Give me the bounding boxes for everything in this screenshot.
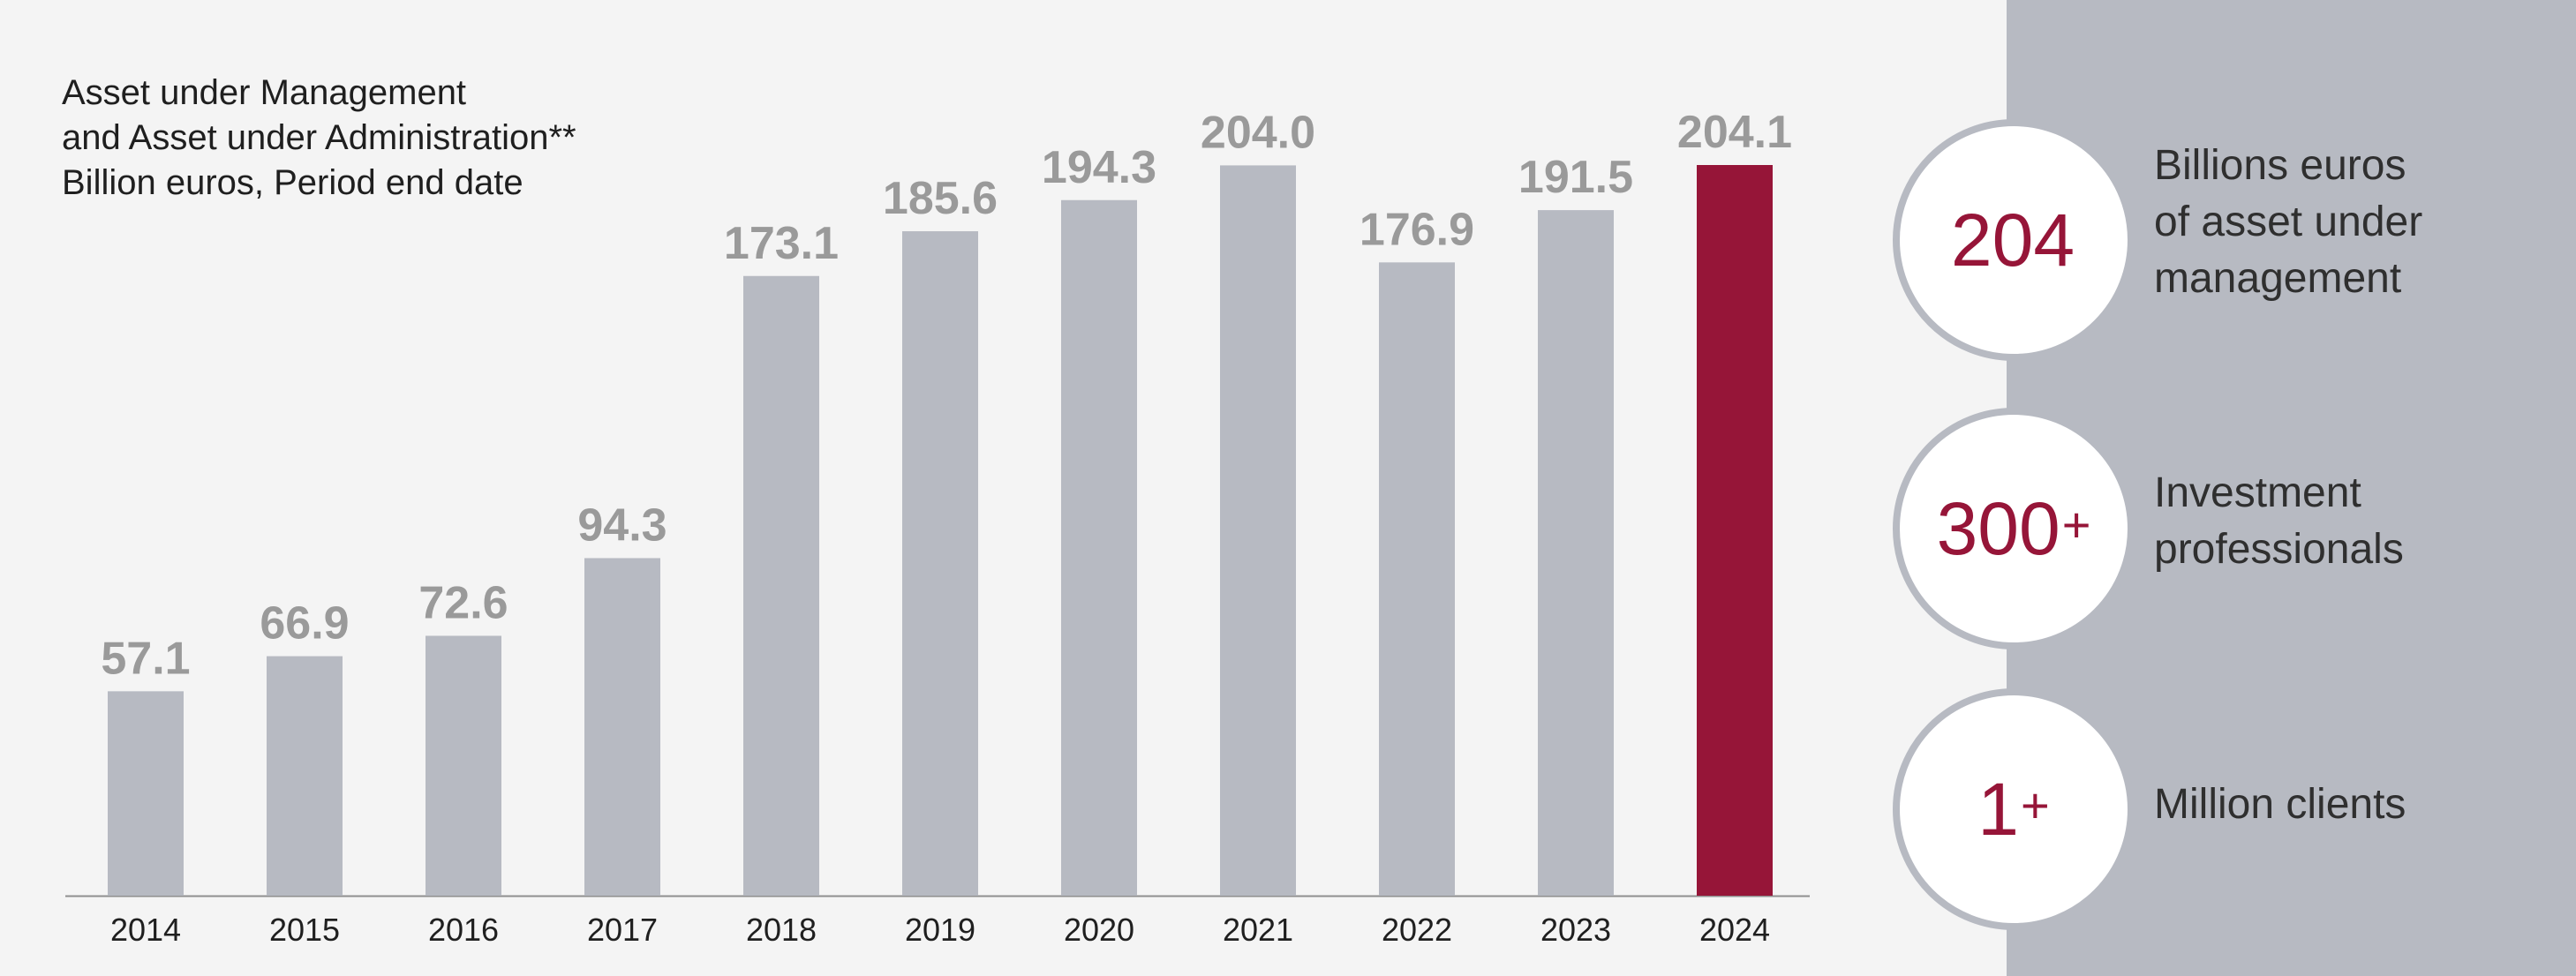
stat-circle-clients: 1+ bbox=[1893, 688, 2135, 930]
bar-2021 bbox=[1220, 165, 1296, 896]
x-tick-label-2019: 2019 bbox=[905, 912, 975, 948]
x-tick-label-2015: 2015 bbox=[269, 912, 340, 948]
value-label-2022: 176.9 bbox=[1360, 204, 1474, 255]
bar-2023 bbox=[1538, 210, 1614, 897]
stat-text-clients: Million clients bbox=[2154, 777, 2406, 833]
bar-2024 bbox=[1697, 165, 1773, 896]
stat-text-aum-line-3: management bbox=[2154, 255, 2402, 302]
chart-title-line-1: Asset under Management bbox=[62, 73, 467, 112]
bar-2016 bbox=[426, 635, 501, 896]
stat-text-clients-line-1: Million clients bbox=[2154, 781, 2407, 828]
x-tick-label-2014: 2014 bbox=[110, 912, 181, 948]
x-tick-label-2018: 2018 bbox=[746, 912, 817, 948]
stat-text-professionals-line-1: Investment bbox=[2154, 469, 2361, 516]
stat-plus-clients: + bbox=[2021, 777, 2050, 833]
stat-plus-professionals: + bbox=[2061, 497, 2091, 552]
stat-number-aum: 204 bbox=[1950, 199, 2075, 282]
x-tick-label-2016: 2016 bbox=[428, 912, 499, 948]
bar-2018 bbox=[743, 275, 819, 897]
stat-value-professionals: 300+ bbox=[1937, 492, 2091, 566]
chart-title: Asset under Management and Asset under A… bbox=[62, 71, 576, 206]
bar-2014 bbox=[108, 691, 184, 896]
x-tick-label-2020: 2020 bbox=[1064, 912, 1134, 948]
bar-2017 bbox=[584, 558, 660, 896]
bar-2020 bbox=[1061, 199, 1137, 897]
stat-text-professionals-line-2: professionals bbox=[2154, 526, 2404, 573]
chart-area: Asset under Management and Asset under A… bbox=[62, 71, 1810, 948]
x-tick-label-2017: 2017 bbox=[587, 912, 658, 948]
x-tick-label-2023: 2023 bbox=[1540, 912, 1611, 948]
bar-2022 bbox=[1379, 262, 1455, 896]
value-label-2020: 194.3 bbox=[1042, 142, 1156, 193]
x-tick-label-2022: 2022 bbox=[1382, 912, 1452, 948]
stat-text-professionals: Investment professionals bbox=[2154, 465, 2404, 578]
value-label-2016: 72.6 bbox=[418, 577, 508, 628]
bar-2019 bbox=[902, 231, 978, 896]
bar-2015 bbox=[267, 656, 343, 896]
x-tick-label-2021: 2021 bbox=[1223, 912, 1293, 948]
value-label-2018: 173.1 bbox=[724, 218, 839, 269]
x-tick-label-2024: 2024 bbox=[1699, 912, 1770, 948]
stat-value-aum: 204 bbox=[1951, 203, 2076, 277]
stat-number-clients: 1 bbox=[1977, 768, 2019, 851]
value-label-2015: 66.9 bbox=[260, 598, 349, 649]
stat-value-clients: 1+ bbox=[1977, 772, 2049, 846]
stat-text-aum: Billions euros of asset under management bbox=[2154, 138, 2422, 307]
stat-number-professionals: 300 bbox=[1936, 487, 2060, 570]
value-label-2021: 204.0 bbox=[1201, 107, 1315, 158]
chart-title-line-3: Billion euros, Period end date bbox=[62, 163, 523, 202]
chart-title-line-2: and Asset under Administration** bbox=[62, 118, 576, 157]
bar-chart: 57.1 2014 66.9 2015 72.6 2016 94.3 2017 173.1 201… bbox=[65, 107, 1810, 948]
value-label-2014: 57.1 bbox=[101, 633, 190, 684]
value-label-2024: 204.1 bbox=[1677, 107, 1792, 158]
stat-text-aum-line-1: Billions euros bbox=[2154, 142, 2407, 189]
stat-circle-aum: 204 bbox=[1893, 119, 2135, 361]
value-label-2017: 94.3 bbox=[577, 499, 667, 551]
value-label-2023: 191.5 bbox=[1518, 152, 1633, 203]
value-label-2019: 185.6 bbox=[883, 173, 998, 224]
stat-text-aum-line-2: of asset under bbox=[2154, 199, 2423, 245]
stat-circle-professionals: 300+ bbox=[1893, 408, 2135, 649]
